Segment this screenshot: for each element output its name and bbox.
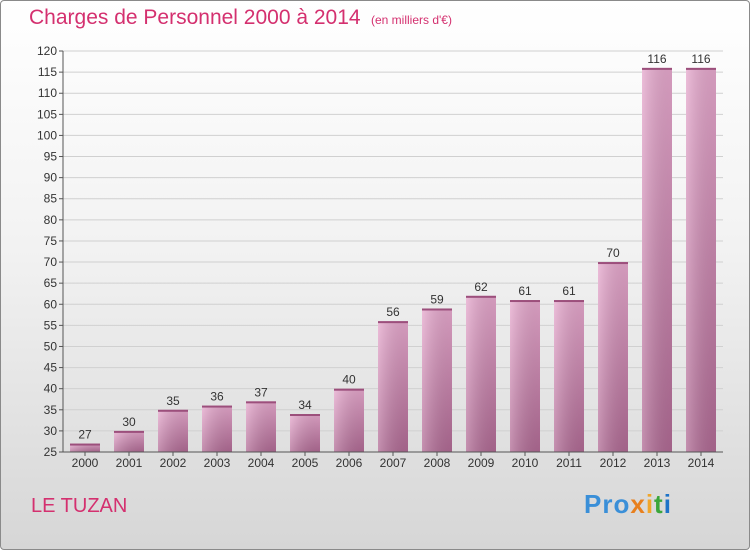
bar-shade: [554, 300, 584, 452]
bar-top-edge: [686, 67, 716, 70]
bar-value-label: 40: [342, 373, 356, 387]
bar-top-edge: [202, 405, 232, 408]
proxiti-logo: Proxiti: [584, 489, 672, 520]
bar-top-edge: [378, 321, 408, 324]
logo-part: x: [630, 489, 646, 519]
x-tick-label: 2014: [688, 456, 715, 470]
bar-value-label: 35: [166, 394, 180, 408]
x-tick-label: 2008: [424, 456, 451, 470]
y-tick-label: 45: [44, 361, 58, 375]
bar-value-label: 59: [430, 292, 444, 306]
bar-value-label: 61: [518, 284, 532, 298]
bar-value-label: 116: [691, 52, 710, 66]
bar-top-edge: [70, 443, 100, 446]
y-tick-label: 80: [44, 213, 58, 227]
bar-shade: [158, 409, 188, 452]
x-tick-label: 2006: [336, 456, 363, 470]
bar-shade: [510, 300, 540, 452]
y-tick-label: 70: [44, 255, 58, 269]
location-name: LE TUZAN: [31, 495, 128, 517]
bar-top-edge: [158, 409, 188, 412]
bar-top-edge: [598, 262, 628, 265]
y-tick-label: 115: [38, 65, 57, 79]
bar-shade: [114, 430, 144, 452]
bar-value-label: 36: [210, 390, 224, 404]
bar-shade: [422, 308, 452, 452]
bar-value-label: 62: [474, 280, 488, 294]
x-tick-label: 2000: [72, 456, 99, 470]
logo-part: t: [654, 489, 664, 519]
y-tick-label: 30: [44, 424, 58, 438]
axis-layer: 25 30 35 40 45 50 55 60 65 70 75 80 85 90 95 100 105 110 1…: [37, 44, 723, 470]
y-tick-label: 55: [44, 318, 58, 332]
bar-shade: [378, 321, 408, 452]
bar-shade: [598, 262, 628, 452]
bar-top-edge: [422, 308, 452, 311]
bar-value-label: 37: [254, 385, 268, 399]
y-tick-label: 90: [44, 171, 58, 185]
y-tick-label: 100: [37, 128, 57, 142]
logo-part: i: [663, 489, 672, 519]
y-tick-label: 95: [44, 150, 58, 164]
y-tick-label: 50: [44, 339, 58, 353]
bar-value-label: 27: [78, 428, 92, 442]
y-tick-label: 35: [44, 403, 58, 417]
bar-value-label: 70: [606, 246, 620, 260]
x-tick-label: 2010: [512, 456, 539, 470]
y-tick-label: 60: [44, 297, 58, 311]
y-tick-label: 105: [37, 107, 57, 121]
x-tick-label: 2001: [116, 456, 143, 470]
bar-layer: 27 30 35 36 37 34 40 56 59 62 61 61 70 116 116: [70, 52, 716, 452]
bar-top-edge: [554, 300, 584, 303]
x-tick-label: 2005: [292, 456, 319, 470]
bar-top-edge: [334, 388, 364, 391]
x-tick-label: 2012: [600, 456, 627, 470]
x-tick-label: 2011: [556, 456, 582, 470]
y-tick-label: 25: [44, 445, 58, 459]
bar-shade: [246, 401, 276, 452]
bar-value-label: 30: [122, 415, 136, 429]
y-tick-label: 110: [38, 86, 57, 100]
bar-value-label: 56: [386, 305, 400, 319]
bar-shade: [334, 388, 364, 452]
y-tick-label: 120: [37, 44, 57, 58]
x-tick-label: 2007: [380, 456, 407, 470]
chart-title: Charges de Personnel 2000 à 2014: [29, 6, 361, 29]
x-tick-label: 2009: [468, 456, 495, 470]
bar-top-edge: [642, 67, 672, 70]
y-tick-label: 85: [44, 192, 58, 206]
x-tick-label: 2002: [160, 456, 187, 470]
y-tick-label: 65: [44, 276, 58, 290]
bar-top-edge: [510, 300, 540, 303]
bar-shade: [466, 295, 496, 452]
bar-value-label: 34: [298, 398, 312, 412]
logo-part: i: [645, 489, 655, 519]
bar-top-edge: [114, 430, 144, 433]
bar-value-label: 116: [647, 52, 666, 66]
chart-subtitle: (en milliers d'€): [371, 13, 452, 27]
x-tick-label: 2013: [644, 456, 671, 470]
bar-top-edge: [466, 295, 496, 298]
bar-shade: [642, 67, 672, 452]
y-tick-label: 40: [44, 382, 58, 396]
bar-top-edge: [290, 414, 320, 417]
bar-shade: [202, 405, 232, 452]
bar-shade: [70, 443, 100, 452]
logo-part: Pro: [584, 489, 631, 519]
bar-top-edge: [246, 401, 276, 404]
bar-value-label: 61: [562, 284, 576, 298]
y-tick-label: 75: [44, 234, 58, 248]
bar-shade: [686, 67, 716, 452]
x-tick-label: 2003: [204, 456, 231, 470]
x-tick-label: 2004: [248, 456, 275, 470]
bar-shade: [290, 414, 320, 452]
